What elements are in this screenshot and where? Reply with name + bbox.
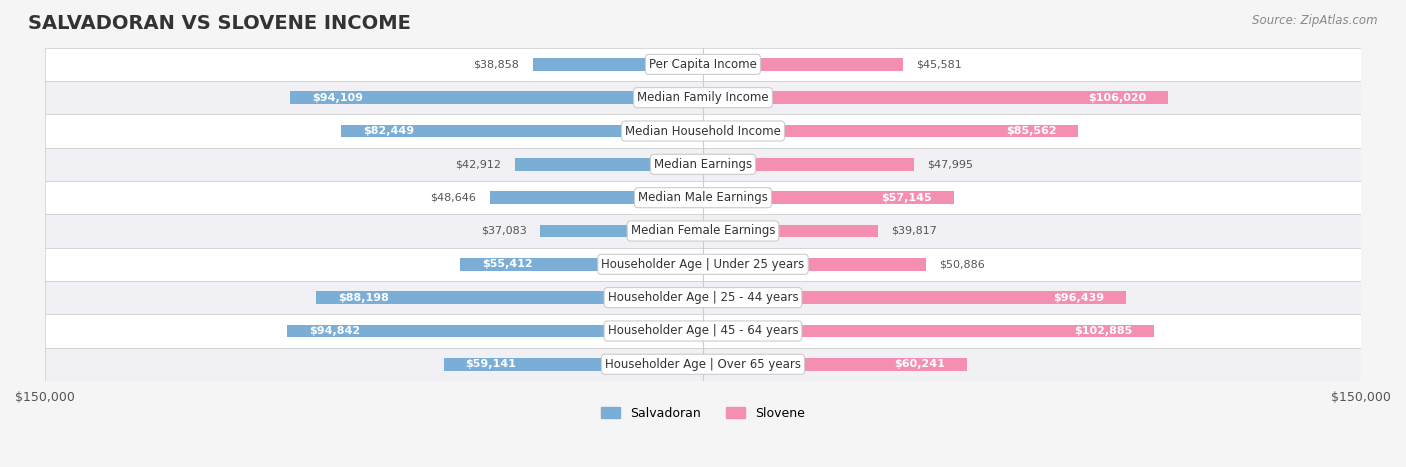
Text: $39,817: $39,817 xyxy=(891,226,936,236)
Text: $55,412: $55,412 xyxy=(482,259,533,269)
Bar xyxy=(703,291,1126,304)
FancyBboxPatch shape xyxy=(45,281,1361,314)
Bar xyxy=(533,58,703,71)
Bar xyxy=(703,92,1168,104)
FancyBboxPatch shape xyxy=(45,248,1361,281)
Legend: Salvadoran, Slovene: Salvadoran, Slovene xyxy=(596,402,810,425)
Text: Householder Age | Over 65 years: Householder Age | Over 65 years xyxy=(605,358,801,371)
Text: $96,439: $96,439 xyxy=(1053,293,1104,303)
Bar xyxy=(703,125,1078,137)
Text: $88,198: $88,198 xyxy=(337,293,389,303)
Bar xyxy=(287,325,703,337)
Bar xyxy=(460,258,703,271)
Bar xyxy=(515,158,703,170)
Text: Median Family Income: Median Family Income xyxy=(637,91,769,104)
Text: Median Male Earnings: Median Male Earnings xyxy=(638,191,768,204)
Text: $106,020: $106,020 xyxy=(1088,92,1146,103)
Text: Median Household Income: Median Household Income xyxy=(626,125,780,137)
Text: $57,145: $57,145 xyxy=(882,193,932,203)
Text: Median Earnings: Median Earnings xyxy=(654,158,752,171)
Text: Householder Age | 25 - 44 years: Householder Age | 25 - 44 years xyxy=(607,291,799,304)
FancyBboxPatch shape xyxy=(45,314,1361,347)
FancyBboxPatch shape xyxy=(45,148,1361,181)
Text: $42,912: $42,912 xyxy=(456,159,502,170)
Text: Source: ZipAtlas.com: Source: ZipAtlas.com xyxy=(1253,14,1378,27)
Bar xyxy=(443,358,703,371)
Text: $37,083: $37,083 xyxy=(481,226,527,236)
FancyBboxPatch shape xyxy=(45,214,1361,248)
Bar xyxy=(290,92,703,104)
Bar xyxy=(489,191,703,204)
Text: $85,562: $85,562 xyxy=(1005,126,1056,136)
Text: Householder Age | 45 - 64 years: Householder Age | 45 - 64 years xyxy=(607,325,799,338)
Text: Median Female Earnings: Median Female Earnings xyxy=(631,225,775,238)
FancyBboxPatch shape xyxy=(45,48,1361,81)
Text: SALVADORAN VS SLOVENE INCOME: SALVADORAN VS SLOVENE INCOME xyxy=(28,14,411,33)
FancyBboxPatch shape xyxy=(45,81,1361,114)
Bar xyxy=(703,258,927,271)
Bar xyxy=(342,125,703,137)
Bar xyxy=(703,358,967,371)
Bar xyxy=(703,191,953,204)
Text: $38,858: $38,858 xyxy=(474,59,519,70)
Bar xyxy=(703,58,903,71)
Text: $82,449: $82,449 xyxy=(363,126,415,136)
Text: $48,646: $48,646 xyxy=(430,193,477,203)
Text: $47,995: $47,995 xyxy=(927,159,973,170)
Text: $94,109: $94,109 xyxy=(312,92,363,103)
Bar xyxy=(703,158,914,170)
Text: $50,886: $50,886 xyxy=(939,259,986,269)
Bar xyxy=(316,291,703,304)
Text: Per Capita Income: Per Capita Income xyxy=(650,58,756,71)
Text: $60,241: $60,241 xyxy=(894,359,945,369)
Bar xyxy=(703,225,877,237)
Text: $94,842: $94,842 xyxy=(309,326,360,336)
FancyBboxPatch shape xyxy=(45,181,1361,214)
FancyBboxPatch shape xyxy=(45,347,1361,381)
Bar xyxy=(703,325,1154,337)
Text: Householder Age | Under 25 years: Householder Age | Under 25 years xyxy=(602,258,804,271)
Text: $45,581: $45,581 xyxy=(917,59,962,70)
FancyBboxPatch shape xyxy=(45,114,1361,148)
Text: $59,141: $59,141 xyxy=(465,359,516,369)
Bar xyxy=(540,225,703,237)
Text: $102,885: $102,885 xyxy=(1074,326,1132,336)
